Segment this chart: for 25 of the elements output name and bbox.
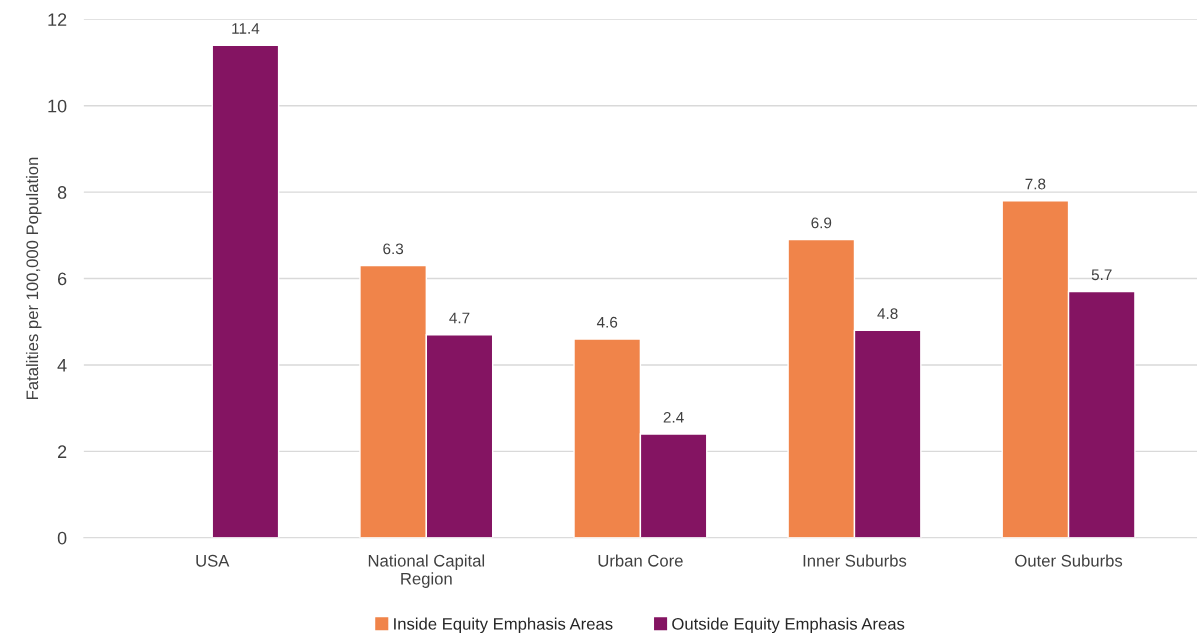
- y-tick-label: 6: [58, 272, 67, 286]
- bar: [211, 44, 280, 538]
- y-tick-label: 2: [57, 445, 67, 458]
- legend-label: Outside Equity Emphasis Areas: [672, 617, 905, 634]
- data-label: 11.4: [232, 23, 260, 34]
- x-tick-label: National Capital Region: [368, 554, 485, 588]
- data-label: 7.8: [1025, 178, 1046, 190]
- y-tick-label: 4: [57, 359, 67, 372]
- data-label: 6.9: [811, 217, 832, 229]
- x-tick-label: Outer Suburbs: [1015, 554, 1123, 567]
- y-tick-label: 12: [48, 13, 67, 26]
- x-tick-label: USA: [196, 554, 230, 567]
- data-label: 4.6: [596, 316, 618, 328]
- y-tick-label: 8: [57, 186, 67, 199]
- y-axis-title: Fatalities per 100,000 Population: [25, 157, 42, 399]
- data-label: 5.7: [1091, 269, 1112, 281]
- x-tick-label: Urban Core: [598, 554, 683, 567]
- x-tick-label: Inner Suburbs: [803, 554, 907, 567]
- y-tick-label: 0: [57, 531, 67, 545]
- data-label: 4.7: [449, 312, 470, 324]
- data-label: 4.8: [877, 308, 898, 320]
- y-tick-label: 10: [48, 99, 67, 113]
- legend-label: Inside Equity Emphasis Areas: [394, 617, 613, 634]
- data-label: 6.3: [383, 243, 404, 255]
- data-label: 2.4: [663, 411, 684, 423]
